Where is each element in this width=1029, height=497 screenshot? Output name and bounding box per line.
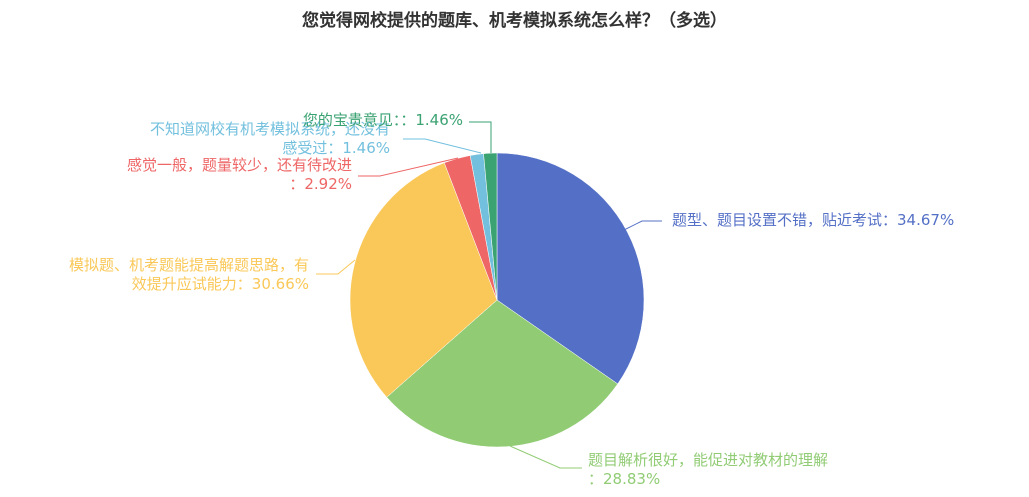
slice-mock-exams[interactable] — [349, 162, 498, 398]
label-text: 效提升应试能力：30.66% — [131, 275, 309, 293]
slice-explanations[interactable] — [386, 299, 619, 448]
leader-line-s2 — [316, 259, 356, 275]
label-text: 题型、题目设置不错，贴近考试：34.67% — [672, 211, 955, 229]
leader-line-s4 — [403, 138, 482, 154]
label-slice-explanations: 题目解析很好，能促进对教材的理解 ：28.83% — [588, 451, 828, 489]
label-text: 不知道网校有机考模拟系统，还没有 — [149, 120, 390, 138]
leader-line-s1 — [509, 445, 582, 469]
leader-line-s3 — [358, 157, 459, 177]
label-text: 您的宝贵意见：：1.46% — [302, 111, 463, 129]
label-slice-unaware: 不知道网校有机考模拟系统，还没有 感受过：1.46% — [150, 120, 390, 158]
leader-line-s0 — [617, 220, 662, 234]
chart-title: 您觉得网校提供的题库、机考模拟系统怎么样？（多选） — [302, 11, 727, 31]
label-slice-average: 感觉一般，题量较少，还有待改进 ：2.92% — [127, 156, 352, 194]
label-text: 感觉一般，题量较少，还有待改进 — [126, 156, 352, 174]
label-text: 模拟题、机考题能提高解题思路，有 — [68, 256, 309, 274]
label-text: 感受过：1.46% — [282, 139, 390, 157]
slice-feedback[interactable] — [483, 152, 498, 301]
leader-line-s5 — [469, 121, 492, 153]
slice-topics[interactable] — [496, 152, 645, 385]
label-slice-topics: 题型、题目设置不错，贴近考试：34.67% — [672, 211, 954, 230]
label-slice-feedback: 您的宝贵意见：：1.46% — [303, 111, 463, 130]
label-text: 题目解析很好，能促进对教材的理解 — [588, 451, 829, 469]
label-text: ：28.83% — [588, 470, 661, 488]
pie-slices — [349, 152, 645, 448]
label-slice-mock-exams: 模拟题、机考题能提高解题思路，有 效提升应试能力：30.66% — [69, 256, 309, 294]
label-text: ：2.92% — [289, 175, 352, 193]
